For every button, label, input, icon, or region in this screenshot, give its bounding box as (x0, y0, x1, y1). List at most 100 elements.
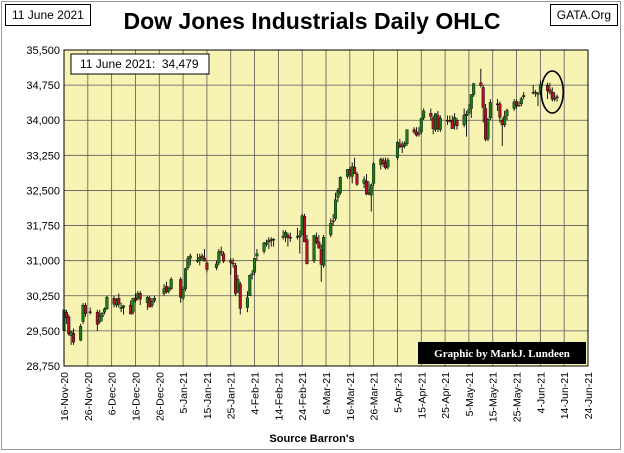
candle-body (186, 258, 190, 268)
candle-body (398, 143, 402, 148)
candle-body (131, 297, 135, 313)
candle-body (79, 326, 83, 341)
x-tick-label: 14-Feb-21 (273, 372, 285, 421)
candle-body (303, 215, 307, 243)
candle-body (336, 190, 340, 198)
candle-body (188, 255, 192, 259)
candle-body (284, 231, 288, 238)
y-axis-ticks: 28,750 29,500 30,250 31,000 31,750 32,500 33,2… (26, 45, 60, 373)
candle-body (422, 110, 426, 119)
candle-body (272, 238, 276, 241)
candle-body (550, 91, 554, 100)
candle-body (400, 145, 404, 148)
candle-body (429, 112, 433, 117)
y-tick-label: 34,750 (26, 80, 60, 92)
highlight-circle (540, 70, 565, 114)
x-tick-label: 26-Mar-21 (369, 372, 381, 421)
candle-body (169, 279, 173, 289)
candle-body (462, 114, 466, 126)
candles (62, 68, 559, 345)
candle-body (153, 297, 157, 301)
candle-body (83, 304, 87, 314)
x-tick-label: 26-Dec-20 (154, 372, 166, 421)
candle-body (314, 237, 318, 243)
x-tick-label: 6-Dec-20 (107, 372, 119, 415)
x-axis-ticks: 16-Nov-20 26-Nov-20 6-Dec-20 16-Dec-20 26-De… (59, 372, 595, 422)
y-tick-label: 35,500 (26, 45, 60, 57)
candle-body (72, 333, 76, 343)
x-tick-label: 26-Nov-20 (83, 372, 95, 421)
x-tick-label: 6-Mar-21 (321, 372, 333, 415)
candle-body (417, 132, 421, 135)
credit-label: Graphic by MarkJ. Lundeen (434, 348, 570, 360)
candle-body (503, 116, 507, 126)
candle-body (267, 239, 271, 243)
annotations: 11 June 2021: 34,479 Graphic by MarkJ. L… (70, 53, 586, 364)
candle-body (238, 283, 242, 309)
candle-body (553, 98, 557, 100)
candle-body (372, 163, 376, 184)
candle-body (322, 237, 326, 266)
y-tick-label: 28,750 (26, 361, 60, 373)
y-tick-label: 31,000 (26, 256, 60, 268)
x-tick-label: 25-Jan-21 (226, 372, 238, 419)
y-tick-label: 30,250 (26, 291, 60, 303)
date-badge: 11 June 2021 (5, 4, 91, 26)
plot-border (63, 49, 589, 367)
x-tick-label: 25-Apr-21 (440, 372, 452, 419)
candle-body (534, 91, 538, 94)
candle-body (305, 239, 309, 265)
candle-body (100, 312, 104, 318)
candle-body (505, 110, 509, 116)
candle-body (253, 258, 257, 273)
candle-body (369, 184, 373, 196)
candle-body (200, 255, 204, 259)
candle-body (88, 311, 92, 313)
candle-body (105, 296, 109, 310)
x-tick-label: 15-May-21 (488, 372, 500, 422)
candle-body (117, 297, 121, 305)
last-close-label: 11 June 2021: 34,479 (80, 57, 199, 71)
candle-body (119, 307, 123, 309)
candle-body (217, 251, 221, 264)
x-tick-label: 16-Nov-20 (59, 372, 71, 421)
last-close-box (70, 53, 210, 75)
candle-body (486, 119, 490, 140)
candle-body (329, 223, 333, 236)
candle-body (355, 173, 359, 185)
candle-body (419, 118, 423, 133)
candle-body (334, 199, 338, 219)
x-tick-label: 5-Apr-21 (392, 372, 404, 413)
candle-body (405, 129, 409, 144)
y-tick-label: 32,500 (26, 185, 60, 197)
candle-body (338, 177, 342, 193)
candle-body (522, 95, 526, 98)
candle-body (298, 235, 302, 238)
x-tick-label: 16-Mar-21 (345, 372, 357, 421)
candle-body (138, 293, 142, 300)
candle-body (438, 118, 442, 130)
candle-body (555, 96, 559, 99)
x-tick-label: 4-Jun-21 (535, 372, 547, 414)
candle-body (133, 297, 137, 301)
candle-body (472, 83, 476, 95)
grid-lines (63, 49, 589, 367)
candle-body (479, 82, 483, 86)
chart-title: Dow Jones Industrials Daily OHLC (123, 8, 501, 34)
candle-body (181, 289, 185, 299)
candle-body (179, 279, 183, 298)
candle-body (536, 92, 540, 95)
x-tick-label: 15-Apr-21 (416, 372, 428, 419)
candle-body (262, 242, 266, 252)
y-tick-label: 33,250 (26, 150, 60, 162)
candle-body (317, 241, 321, 249)
candle-body (219, 251, 223, 253)
x-axis-label: Source Barron's (269, 433, 355, 445)
candle-body (150, 301, 154, 306)
credit-box (418, 342, 586, 364)
candle-body (288, 237, 292, 239)
x-tick-label: 24-Jun-21 (583, 372, 595, 419)
x-tick-label: 5-Jan-21 (178, 372, 190, 414)
candle-body (250, 273, 254, 275)
candle-body (67, 316, 71, 334)
